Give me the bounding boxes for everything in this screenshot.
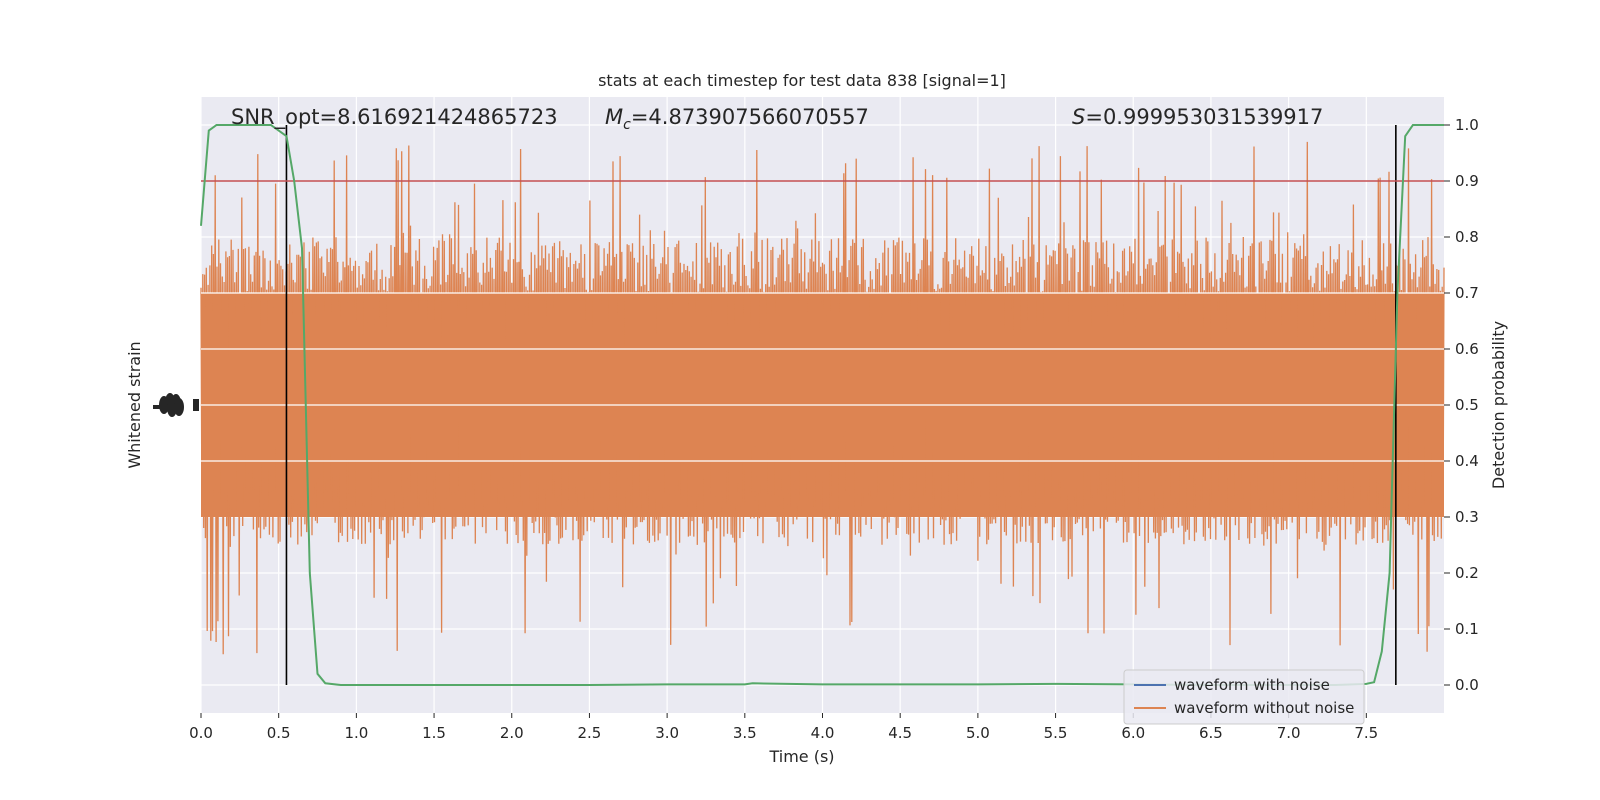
left-tick-overlap-dash bbox=[153, 405, 167, 409]
left-tick-overlap bbox=[174, 398, 184, 416]
x-tick-label: 5.5 bbox=[1044, 724, 1068, 742]
x-tick-label: 6.5 bbox=[1199, 724, 1223, 742]
noise-trace bbox=[200, 141, 1445, 655]
left-y-axis-overlapping-ticks bbox=[153, 393, 199, 417]
x-tick-label: 2.0 bbox=[500, 724, 524, 742]
y-tick-label: 1.0 bbox=[1455, 116, 1479, 134]
snr-annotation: SNR_opt=8.616921424865723 bbox=[231, 105, 558, 130]
x-tick-label: 1.0 bbox=[344, 724, 368, 742]
x-tick-label: 4.5 bbox=[888, 724, 912, 742]
y-tick-label: 0.9 bbox=[1455, 172, 1479, 190]
x-tick-label: 4.0 bbox=[811, 724, 835, 742]
chirp-mass-annotation: Mc=4.873907566070557 bbox=[605, 105, 869, 133]
detection-probability-line bbox=[200, 124, 1444, 686]
x-axis-label: Time (s) bbox=[768, 747, 834, 766]
x-tick-label: 2.5 bbox=[578, 724, 602, 742]
x-tick-label: 3.0 bbox=[655, 724, 679, 742]
y-tick-label: 0.1 bbox=[1455, 620, 1479, 638]
right-y-axis-ticks: 0.0 0.1 0.2 0.3 0.4 0.5 0.6 0.7 0.8 0.9 1.0 bbox=[1444, 116, 1479, 694]
y-tick-label: 0.6 bbox=[1455, 340, 1479, 358]
y-tick-label: 0.4 bbox=[1455, 452, 1479, 470]
y-tick-label: 0.8 bbox=[1455, 228, 1479, 246]
legend-box bbox=[1123, 669, 1365, 725]
x-tick-label: 1.5 bbox=[422, 724, 446, 742]
right-y-axis-label: Detection probability bbox=[1489, 321, 1508, 489]
x-tick-label: 3.5 bbox=[733, 724, 757, 742]
x-axis-ticks: 0.0 0.5 1.0 1.5 2.0 2.5 3.0 3.5 4.0 4.5 5.0 5.5 6.0 6… bbox=[189, 713, 1378, 742]
waveform-without-noise-series bbox=[200, 141, 1445, 655]
legend-label-with-noise: waveform with noise bbox=[1174, 676, 1330, 694]
statistic-annotation: S=0.999953031539917 bbox=[1072, 105, 1323, 129]
vertical-marker-lines bbox=[285, 125, 1397, 685]
y-tick-label: 0.7 bbox=[1455, 284, 1479, 302]
left-y-axis-label: Whitened strain bbox=[125, 341, 144, 468]
x-tick-label: 5.0 bbox=[966, 724, 990, 742]
x-tick-label: 6.0 bbox=[1121, 724, 1145, 742]
y-tick-label: 0.0 bbox=[1455, 676, 1479, 694]
x-tick-label: 0.0 bbox=[189, 724, 213, 742]
x-tick-label: 7.5 bbox=[1354, 724, 1378, 742]
y-tick-label: 0.3 bbox=[1455, 508, 1479, 526]
legend-label-without-noise: waveform without noise bbox=[1174, 699, 1354, 717]
legend: waveform with noise waveform without noi… bbox=[1123, 669, 1365, 725]
left-tick-overlap-block bbox=[193, 399, 199, 411]
chart-title: stats at each timestep for test data 838… bbox=[598, 71, 1006, 90]
y-tick-label: 0.2 bbox=[1455, 564, 1479, 582]
y-tick-label: 0.5 bbox=[1455, 396, 1479, 414]
x-tick-label: 7.0 bbox=[1277, 724, 1301, 742]
x-tick-label: 0.5 bbox=[267, 724, 291, 742]
